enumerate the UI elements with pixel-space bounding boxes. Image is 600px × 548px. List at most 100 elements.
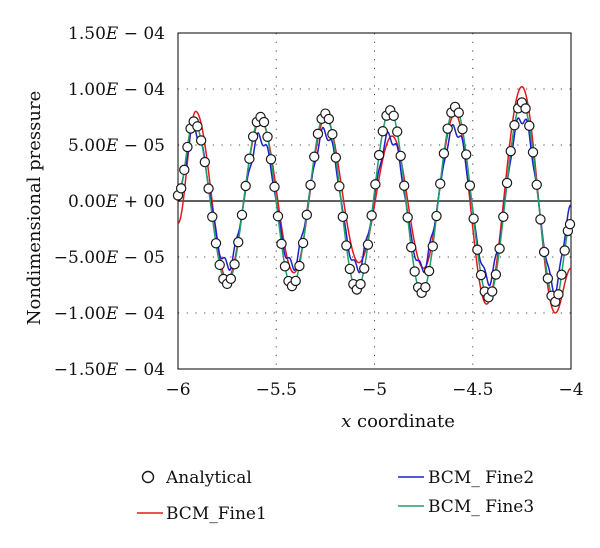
x-axis-label-var: x [341, 411, 351, 432]
analytical-point [337, 211, 349, 223]
analytical-point [505, 145, 516, 157]
legend: Analytical BCM_Fine1 BCM_ Fine2 BCM_ Fin… [137, 468, 534, 524]
analytical-point [461, 149, 472, 160]
analytical-point [305, 179, 316, 191]
analytical-point [290, 275, 301, 287]
analytical-point [199, 156, 211, 168]
analytical-point [498, 211, 509, 223]
analytical-point [402, 212, 413, 223]
analytical-point [366, 210, 377, 221]
y-tick-label: 5.00E − 05 [68, 136, 165, 156]
y-tick-label: −5.00E − 05 [54, 248, 165, 268]
analytical-point [359, 263, 370, 274]
analytical-point [297, 237, 309, 249]
analytical-point [472, 244, 483, 255]
y-axis-label: Nondimensional pressure [24, 91, 45, 326]
analytical-point [377, 126, 388, 137]
analytical-point [334, 181, 345, 192]
y-tick-label: −1.50E − 04 [54, 360, 165, 380]
analytical-point [323, 113, 335, 125]
analytical-point [294, 260, 305, 272]
analytical-point [327, 129, 338, 140]
analytical-point [490, 269, 502, 280]
analytical-point [442, 123, 453, 134]
analytical-point [301, 209, 313, 221]
analytical-point [405, 241, 417, 253]
analytical-point [192, 121, 203, 132]
legend-item-fine1: BCM_Fine1 [137, 504, 267, 524]
x-tick-label: −4 [558, 380, 583, 400]
analytical-point [276, 238, 287, 250]
y-tick-label: 1.50E − 04 [68, 24, 165, 44]
analytical-point [225, 273, 237, 285]
analytical-point [233, 236, 244, 248]
analytical-point [438, 148, 450, 159]
analytical-markers [172, 97, 576, 307]
analytical-point [244, 153, 255, 164]
analytical-point [556, 269, 567, 280]
x-tick-label: −4.5 [452, 380, 493, 400]
x-tick-label: −5 [362, 380, 387, 400]
analytical-point [509, 120, 520, 131]
y-tick-labels: 1.50E − 04 1.00E − 04 5.00E − 05 0.00E + 00… [54, 24, 165, 380]
analytical-point [531, 179, 542, 191]
legend-item-fine2: BCM_ Fine2 [398, 468, 534, 488]
analytical-point [279, 261, 291, 272]
analytical-point [272, 211, 284, 222]
analytical-point [207, 211, 218, 222]
analytical-point [435, 178, 446, 189]
analytical-point [330, 152, 342, 163]
analytical-point [312, 128, 324, 140]
legend-label-fine1: BCM_Fine1 [166, 504, 267, 524]
x-tick-label: −6 [165, 380, 190, 400]
analytical-point [309, 151, 320, 162]
y-tick-label: 1.00E − 04 [68, 80, 165, 100]
analytical-point [262, 131, 273, 142]
analytical-point [195, 135, 207, 146]
analytical-point [341, 240, 352, 251]
x-tick-labels: −6 −5.5 −5 −4.5 −4 [165, 380, 583, 400]
analytical-point [229, 259, 240, 270]
legend-label-fine2: BCM_ Fine2 [428, 468, 534, 488]
analytical-point [464, 180, 476, 191]
x-tick-label: −5.5 [256, 380, 297, 400]
analytical-point [373, 149, 385, 161]
analytical-point [362, 239, 374, 250]
analytical-point [527, 147, 539, 158]
analytical-point [524, 120, 535, 131]
analytical-point [395, 150, 406, 162]
analytical-point [175, 183, 187, 194]
x-axis-label: x coordinate [341, 411, 455, 432]
analytical-point [355, 278, 366, 290]
analytical-point [398, 180, 410, 191]
analytical-point [247, 131, 259, 142]
analytical-point [423, 265, 435, 277]
analytical-point [520, 103, 531, 114]
analytical-point [538, 246, 550, 258]
analytical-point [501, 177, 513, 189]
legend-label-analytical: Analytical [165, 468, 252, 488]
analytical-point [214, 259, 225, 271]
analytical-point [564, 218, 576, 230]
analytical-point [258, 116, 270, 128]
legend-item-analytical: Analytical [141, 468, 252, 488]
analytical-point [468, 213, 479, 224]
analytical-point [427, 241, 438, 252]
analytical-point [203, 183, 214, 194]
analytical-point [457, 123, 468, 135]
analytical-point [475, 269, 487, 281]
y-tick-label: 0.00E + 00 [68, 192, 165, 212]
analytical-point [453, 107, 464, 118]
analytical-point [542, 273, 554, 284]
analytical-point [420, 282, 431, 293]
analytical-point [409, 266, 420, 277]
x-axis-label-rest: coordinate [351, 411, 455, 432]
analytical-point [240, 180, 251, 192]
analytical-point [494, 243, 505, 254]
analytical-point [553, 289, 564, 300]
analytical-point [388, 110, 399, 121]
analytical-point [535, 214, 546, 225]
series-line-fine3 [177, 101, 572, 303]
analytical-point [182, 141, 193, 153]
